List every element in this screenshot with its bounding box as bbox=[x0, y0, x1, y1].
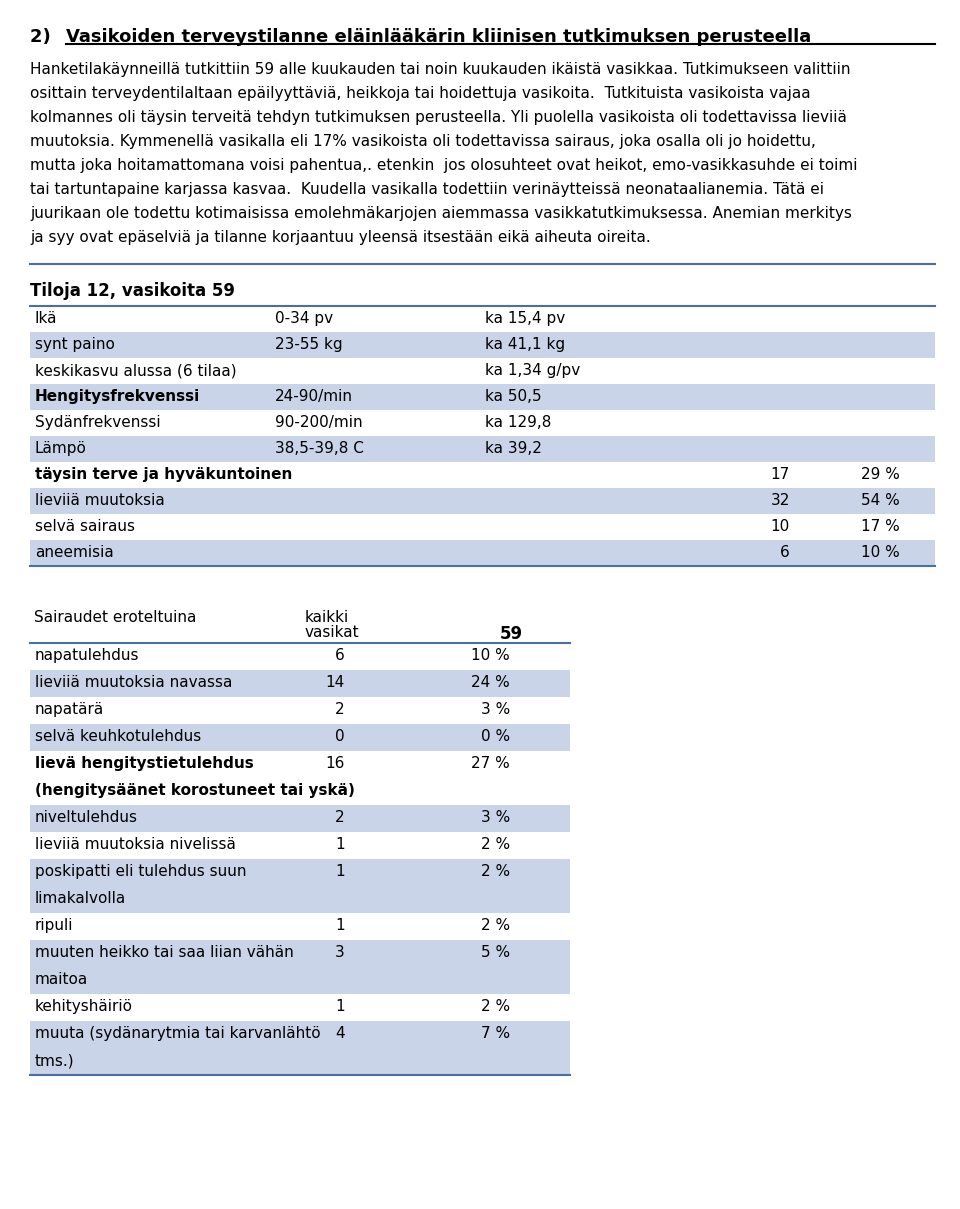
Text: 5 %: 5 % bbox=[481, 945, 510, 960]
Text: 2 %: 2 % bbox=[481, 918, 510, 933]
Text: 10 %: 10 % bbox=[471, 648, 510, 663]
Text: 0 %: 0 % bbox=[481, 729, 510, 744]
Text: muuten heikko tai saa liian vähän: muuten heikko tai saa liian vähän bbox=[35, 945, 294, 960]
Text: 24 %: 24 % bbox=[471, 675, 510, 690]
Text: (hengitysäänet korostuneet tai yskä): (hengitysäänet korostuneet tai yskä) bbox=[35, 783, 355, 798]
Bar bbox=[30, 860, 570, 913]
Text: 0: 0 bbox=[335, 729, 345, 744]
Bar bbox=[30, 384, 935, 410]
Text: 10: 10 bbox=[771, 519, 790, 534]
Text: kaikki: kaikki bbox=[305, 611, 349, 625]
Text: 3: 3 bbox=[335, 945, 345, 960]
Text: selvä sairaus: selvä sairaus bbox=[35, 519, 135, 534]
Text: ripuli: ripuli bbox=[35, 918, 74, 933]
Text: 3 %: 3 % bbox=[481, 702, 510, 717]
Text: täysin terve ja hyväkuntoinen: täysin terve ja hyväkuntoinen bbox=[35, 467, 293, 482]
Text: ka 1,34 g/pv: ka 1,34 g/pv bbox=[485, 363, 580, 378]
Text: 38,5-39,8 C: 38,5-39,8 C bbox=[275, 441, 364, 456]
Text: 2 %: 2 % bbox=[481, 837, 510, 852]
Text: 3 %: 3 % bbox=[481, 810, 510, 825]
Text: ka 41,1 kg: ka 41,1 kg bbox=[485, 337, 565, 352]
Text: Sairaudet eroteltuina: Sairaudet eroteltuina bbox=[34, 611, 197, 625]
Text: Hanketilakäynneillä tutkittiin 59 alle kuukauden tai noin kuukauden ikäistä vasi: Hanketilakäynneillä tutkittiin 59 alle k… bbox=[30, 62, 851, 77]
Text: Hengitysfrekvenssi: Hengitysfrekvenssi bbox=[35, 389, 201, 404]
Bar bbox=[30, 332, 935, 358]
Text: poskipatti eli tulehdus suun: poskipatti eli tulehdus suun bbox=[35, 864, 247, 879]
Text: 54 %: 54 % bbox=[861, 493, 900, 508]
Text: 2 %: 2 % bbox=[481, 999, 510, 1014]
Text: 6: 6 bbox=[335, 648, 345, 663]
Text: lieviiä muutoksia nivelissä: lieviiä muutoksia nivelissä bbox=[35, 837, 236, 852]
Text: 1: 1 bbox=[335, 837, 345, 852]
Bar bbox=[30, 805, 570, 832]
Bar bbox=[30, 1020, 570, 1075]
Text: muutoksia. Kymmenellä vasikalla eli 17% vasikoista oli todettavissa sairaus, jok: muutoksia. Kymmenellä vasikalla eli 17% … bbox=[30, 134, 816, 149]
Text: juurikaan ole todettu kotimaisissa emolehmäkarjojen aiemmassa vasikkatutkimukses: juurikaan ole todettu kotimaisissa emole… bbox=[30, 206, 852, 221]
Text: 29 %: 29 % bbox=[861, 467, 900, 482]
Bar bbox=[30, 436, 935, 462]
Bar bbox=[30, 488, 935, 514]
Text: napatulehdus: napatulehdus bbox=[35, 648, 139, 663]
Text: 23-55 kg: 23-55 kg bbox=[275, 337, 343, 352]
Text: 24-90/min: 24-90/min bbox=[275, 389, 353, 404]
Text: napatärä: napatärä bbox=[35, 702, 105, 717]
Text: Ikä: Ikä bbox=[35, 311, 58, 326]
Text: 10 %: 10 % bbox=[861, 545, 900, 560]
Text: 1: 1 bbox=[335, 864, 345, 879]
Text: 17: 17 bbox=[771, 467, 790, 482]
Text: lieviiä muutoksia: lieviiä muutoksia bbox=[35, 493, 165, 508]
Text: 16: 16 bbox=[325, 756, 345, 771]
Text: 4: 4 bbox=[335, 1026, 345, 1041]
Text: 2): 2) bbox=[30, 28, 69, 46]
Text: keskikasvu alussa (6 tilaa): keskikasvu alussa (6 tilaa) bbox=[35, 363, 236, 378]
Text: ka 129,8: ka 129,8 bbox=[485, 415, 551, 430]
Text: kehityshäiriö: kehityshäiriö bbox=[35, 999, 133, 1014]
Text: 7 %: 7 % bbox=[481, 1026, 510, 1041]
Text: 27 %: 27 % bbox=[471, 756, 510, 771]
Text: 14: 14 bbox=[325, 675, 345, 690]
Text: 2: 2 bbox=[335, 810, 345, 825]
Text: aneemisia: aneemisia bbox=[35, 545, 113, 560]
Text: Vasikoiden terveystilanne eläinlääkärin kliinisen tutkimuksen perusteella: Vasikoiden terveystilanne eläinlääkärin … bbox=[66, 28, 811, 46]
Text: Sydänfrekvenssi: Sydänfrekvenssi bbox=[35, 415, 160, 430]
Text: selvä keuhkotulehdus: selvä keuhkotulehdus bbox=[35, 729, 202, 744]
Bar bbox=[30, 670, 570, 698]
Text: 59: 59 bbox=[500, 625, 523, 643]
Text: lievä hengitystietulehdus: lievä hengitystietulehdus bbox=[35, 756, 253, 771]
Text: synt paino: synt paino bbox=[35, 337, 115, 352]
Text: kolmannes oli täysin terveitä tehdyn tutkimuksen perusteella. Yli puolella vasik: kolmannes oli täysin terveitä tehdyn tut… bbox=[30, 110, 847, 125]
Text: 2: 2 bbox=[335, 702, 345, 717]
Text: 2 %: 2 % bbox=[481, 864, 510, 879]
Text: lieviiä muutoksia navassa: lieviiä muutoksia navassa bbox=[35, 675, 232, 690]
Text: vasikat: vasikat bbox=[305, 625, 360, 640]
Text: tms.): tms.) bbox=[35, 1053, 75, 1068]
Text: maitoa: maitoa bbox=[35, 972, 88, 987]
Text: niveltulehdus: niveltulehdus bbox=[35, 810, 138, 825]
Text: ka 39,2: ka 39,2 bbox=[485, 441, 541, 456]
Text: 0-34 pv: 0-34 pv bbox=[275, 311, 333, 326]
Text: limakalvolla: limakalvolla bbox=[35, 891, 127, 906]
Text: 1: 1 bbox=[335, 918, 345, 933]
Text: ka 15,4 pv: ka 15,4 pv bbox=[485, 311, 565, 326]
Text: mutta joka hoitamattomana voisi pahentua,. etenkin  jos olosuhteet ovat heikot, : mutta joka hoitamattomana voisi pahentua… bbox=[30, 158, 857, 173]
Bar bbox=[30, 540, 935, 566]
Text: 6: 6 bbox=[780, 545, 790, 560]
Text: 32: 32 bbox=[771, 493, 790, 508]
Text: tai tartuntapaine karjassa kasvaa.  Kuudella vasikalla todettiin verinäytteissä : tai tartuntapaine karjassa kasvaa. Kuude… bbox=[30, 183, 824, 197]
Bar bbox=[30, 724, 570, 751]
Bar bbox=[30, 941, 570, 994]
Text: 17 %: 17 % bbox=[861, 519, 900, 534]
Text: 90-200/min: 90-200/min bbox=[275, 415, 363, 430]
Text: Lämpö: Lämpö bbox=[35, 441, 86, 456]
Text: 1: 1 bbox=[335, 999, 345, 1014]
Text: muuta (sydänarytmia tai karvanlähtö: muuta (sydänarytmia tai karvanlähtö bbox=[35, 1026, 321, 1041]
Text: Tiloja 12, vasikoita 59: Tiloja 12, vasikoita 59 bbox=[30, 282, 235, 300]
Text: osittain terveydentilaltaan epäilyyttäviä, heikkoja tai hoidettuja vasikoita.  T: osittain terveydentilaltaan epäilyyttävi… bbox=[30, 86, 810, 102]
Text: ka 50,5: ka 50,5 bbox=[485, 389, 541, 404]
Text: ja syy ovat epäselviä ja tilanne korjaantuu yleensä itsestään eikä aiheuta oirei: ja syy ovat epäselviä ja tilanne korjaan… bbox=[30, 230, 651, 245]
